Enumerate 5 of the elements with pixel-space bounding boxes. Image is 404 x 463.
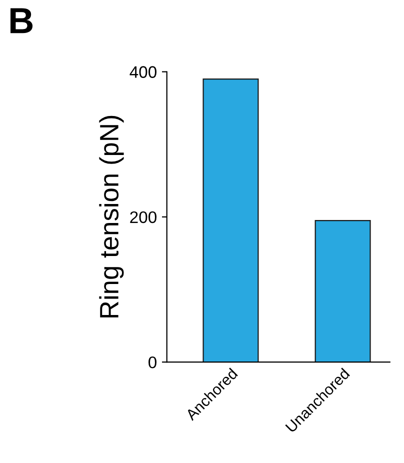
- y-tick-label: 200: [130, 211, 156, 224]
- y-tick-label: 0: [148, 356, 156, 368]
- y-tick-label: 400: [130, 66, 156, 78]
- y-axis-title: Ring tension (pN): [99, 116, 124, 318]
- text: B: [10, 8, 33, 34]
